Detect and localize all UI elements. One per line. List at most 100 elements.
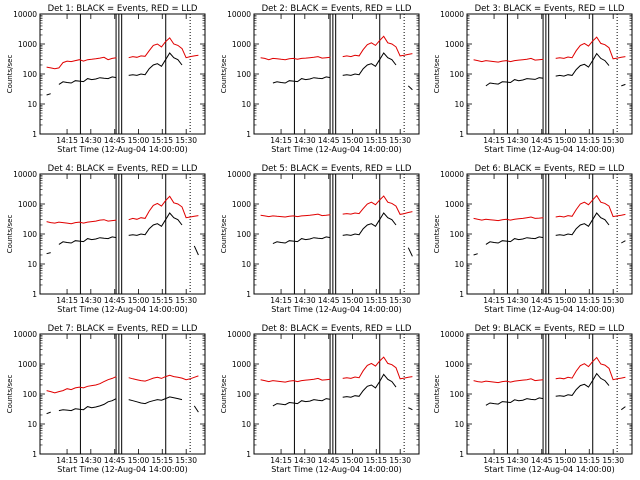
x-tick-label: 15:00 [342,296,364,305]
y-tick-label: 10 [454,260,464,269]
y-tick-label: 10000 [13,170,37,179]
x-tick-label: 14:45 [531,136,553,145]
panel-det-5: Det 5: BLACK = Events, RED = LLD 1 10 100 10… [220,164,420,314]
plot-frame [39,13,206,135]
lld-series-line [260,56,331,61]
events-series-line [46,252,51,255]
x-tick-label: 15:00 [342,456,364,465]
x-tick-label: 14:45 [104,296,126,305]
x-tick-label: 14:30 [507,136,529,145]
y-tick-label: 1 [459,290,464,299]
y-tick-label: 100 [450,230,465,239]
panel-det-6: Det 6: BLACK = Events, RED = LLD 1 10 100 10… [433,164,633,314]
x-tick-label: 15:30 [175,136,197,145]
events-series-line [555,212,610,236]
y-tick-label: 1 [32,290,37,299]
y-axis-label: Counts/sec [6,375,14,414]
y-tick-label: 1000 [445,200,464,209]
plot-frame [466,333,633,455]
x-tick-label: 15:30 [175,296,197,305]
x-tick-label: 15:00 [128,136,150,145]
y-tick-label: 1 [32,450,37,459]
lld-series-line [128,374,199,382]
x-tick-label: 14:45 [318,136,340,145]
events-series-line [555,52,610,77]
events-series-line [128,52,183,76]
x-tick-label: 15:15 [365,136,387,145]
x-tick-label: 14:30 [294,136,316,145]
panel-det-8: Det 8: BLACK = Events, RED = LLD 1 10 100 10… [220,324,420,474]
x-tick-label: 15:30 [602,456,624,465]
plot-frame [253,13,420,135]
y-axis-label: Counts/sec [433,215,441,254]
x-tick-label: 14:45 [104,136,126,145]
x-tick-label: 15:00 [555,136,577,145]
x-tick-label: 15:30 [389,136,411,145]
plot-frame [466,13,633,135]
x-tick-label: 14:15 [270,296,292,305]
y-tick-label: 10 [241,420,251,429]
y-tick-label: 10 [27,260,37,269]
y-tick-label: 100 [237,70,252,79]
y-tick-label: 10000 [227,330,251,339]
panel-title: Det 2: BLACK = Events, RED = LLD [262,4,412,14]
lld-series-line [128,195,199,221]
lld-series-line [555,356,626,381]
x-tick-label: 14:30 [294,456,316,465]
panel-det-9: Det 9: BLACK = Events, RED = LLD 1 10 100 10… [433,324,633,474]
x-tick-label: 15:15 [578,136,600,145]
events-series-line [58,236,117,245]
lld-series-line [46,56,117,70]
x-tick-label: 14:45 [318,296,340,305]
x-axis-label: Start Time (12-Aug-04 14:00:00) [484,465,615,474]
y-tick-label: 10000 [227,170,251,179]
lld-series-line [46,376,117,394]
y-axis-label: Counts/sec [6,55,14,94]
x-tick-label: 14:15 [483,136,505,145]
panel-title: Det 5: BLACK = Events, RED = LLD [262,164,412,174]
x-tick-label: 15:00 [128,456,150,465]
lld-series-line [342,35,413,58]
plot-frame [39,173,206,295]
events-series-line [46,411,51,415]
lld-series-line [473,378,544,384]
panel-title: Det 9: BLACK = Events, RED = LLD [475,324,625,334]
events-series-line [272,398,331,407]
x-tick-label: 14:15 [270,456,292,465]
x-tick-label: 14:30 [80,456,102,465]
y-tick-label: 1 [459,450,464,459]
y-tick-label: 10000 [440,170,464,179]
y-axis-label: Counts/sec [433,55,441,94]
panel-det-4: Det 4: BLACK = Events, RED = LLD 1 10 100 10… [6,164,206,314]
x-axis-label: Start Time (12-Aug-04 14:00:00) [57,145,188,154]
plot-frame [466,173,633,295]
events-series-line [342,52,397,76]
events-series-line [193,405,199,413]
x-axis-label: Start Time (12-Aug-04 14:00:00) [57,465,188,474]
y-tick-label: 10 [241,260,251,269]
y-tick-label: 100 [450,390,465,399]
y-tick-label: 10 [241,100,251,109]
y-tick-label: 1000 [18,360,37,369]
y-tick-label: 1000 [232,200,251,209]
x-tick-label: 15:00 [555,296,577,305]
events-series-line [58,398,117,412]
y-tick-label: 10000 [440,10,464,19]
x-tick-label: 15:15 [151,456,173,465]
y-tick-label: 10 [454,100,464,109]
panel-det-2: Det 2: BLACK = Events, RED = LLD 1 10 100 10… [220,4,420,154]
events-series-line [128,396,183,405]
y-tick-label: 1000 [445,360,464,369]
x-tick-label: 15:15 [365,456,387,465]
events-series-line [342,212,397,236]
x-tick-label: 15:30 [389,296,411,305]
y-tick-label: 100 [237,390,252,399]
panel-det-1: Det 1: BLACK = Events, RED = LLD 1 10 100 10… [6,4,206,154]
panel-title: Det 4: BLACK = Events, RED = LLD [48,164,198,174]
events-series-line [485,397,544,406]
plot-frame [253,173,420,295]
events-series-line [193,245,199,256]
x-tick-label: 14:30 [80,296,102,305]
